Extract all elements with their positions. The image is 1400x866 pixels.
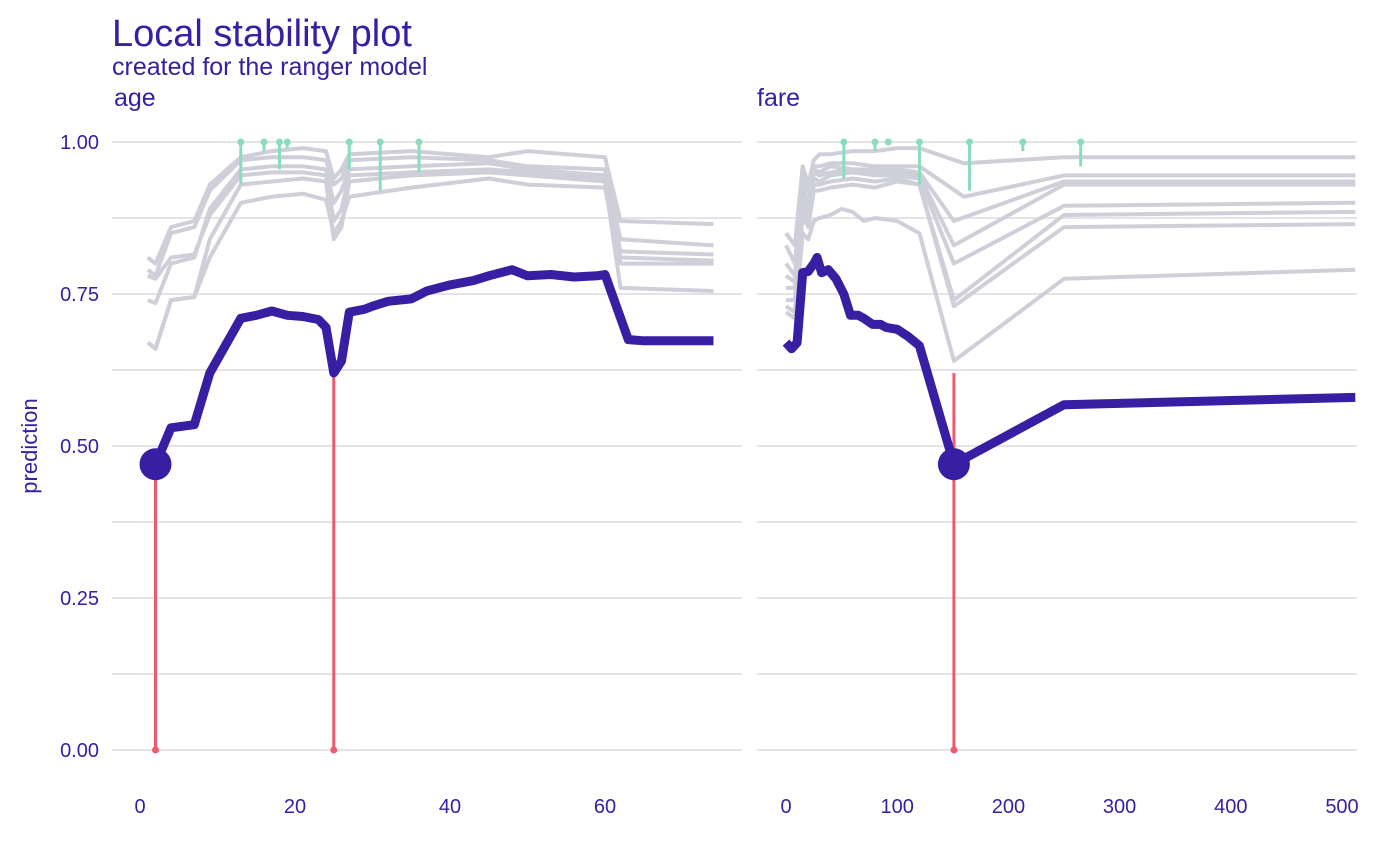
main-profile-line [151, 265, 714, 466]
residual-positive-point [276, 138, 283, 146]
observation-point [937, 448, 970, 481]
panels: age 0.00 0.25 0.50 0.75 1.00 0 20 40 60 fare 0 100 20… [60, 84, 1359, 818]
residual-positive-point [237, 138, 245, 146]
panel-age: age 0.00 0.25 0.50 0.75 1.00 0 20 40 60 [60, 84, 742, 818]
ice-profile-line [146, 155, 714, 278]
x-tick-label: 0 [780, 796, 791, 818]
x-tick-label: 300 [1103, 796, 1136, 818]
residual-positive-point [915, 138, 923, 146]
ice-profile-line [784, 206, 1356, 363]
residual-negative-point [330, 746, 338, 754]
observation-point [139, 448, 172, 481]
y-tick-label: 1.00 [60, 132, 99, 154]
x-tick-label: 500 [1325, 796, 1358, 818]
residual-positive-point [1019, 138, 1027, 146]
residual-positive-point [345, 138, 353, 146]
residual-positive-point [415, 138, 423, 146]
ice-profile-line [784, 161, 1356, 266]
residual-negative-point [152, 746, 159, 754]
chart-title: Local stability plot [112, 13, 412, 55]
ice-profile-line [786, 176, 1356, 303]
x-tick-label: 0 [134, 796, 145, 818]
residual-positive-point [376, 138, 384, 146]
y-tick-label: 0.00 [60, 740, 99, 762]
main-profile-line [782, 253, 1356, 469]
x-tick-label: 20 [284, 796, 306, 818]
ice-profile-line [784, 146, 1356, 248]
x-tick-label: 200 [992, 796, 1025, 818]
ice-profile-line [147, 161, 714, 306]
ice-profile-line [786, 170, 1356, 290]
x-tick-label: 40 [439, 796, 461, 818]
panel-title-fare: fare [757, 84, 800, 112]
y-tick-label: 0.50 [60, 436, 99, 458]
residual-positive-point [884, 138, 892, 146]
chart-subtitle: created for the ranger model [112, 53, 428, 81]
y-tick-label: 0.75 [60, 284, 99, 306]
residual-positive-point [260, 138, 268, 146]
residual-positive-point [840, 138, 848, 146]
x-tick-label: 400 [1214, 796, 1247, 818]
ice-profile-line [784, 179, 1356, 315]
residual-positive-point [871, 138, 879, 146]
x-tick-label: 60 [594, 796, 616, 818]
ice-profile-line [146, 176, 714, 351]
panel-fare: fare 0 100 200 300 400 500 [757, 84, 1359, 818]
ice-profile-line [146, 170, 714, 351]
residual-positive-point [1077, 138, 1085, 146]
x-tick-label: 100 [881, 796, 914, 818]
ice-profile-line [146, 146, 714, 266]
residual-negative-point [950, 746, 958, 754]
panel-title-age: age [114, 84, 156, 112]
residual-positive-point [283, 138, 291, 146]
residual-positive-point [965, 138, 973, 146]
ice-profile-line [784, 164, 1356, 278]
y-axis-label: prediction [17, 398, 42, 493]
ice-profile-line [784, 167, 1356, 284]
y-tick-label: 0.25 [60, 588, 99, 610]
